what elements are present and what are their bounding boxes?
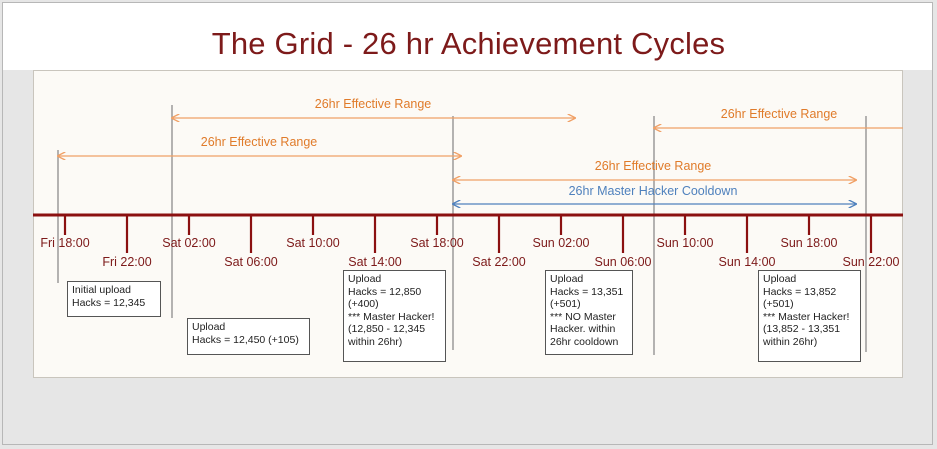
tick-label: Sun 02:00: [532, 236, 590, 250]
tick-label: Sat 18:00: [410, 236, 464, 250]
range-label-2: 26hr Effective Range: [200, 135, 318, 149]
range-label-3: 26hr Effective Range: [594, 159, 712, 173]
tick-label: Sun 06:00: [594, 255, 652, 269]
range-label-4: 26hr Master Hacker Cooldown: [568, 184, 738, 198]
slide-title: The Grid - 26 hr Achievement Cycles: [211, 26, 726, 61]
title-band: [3, 3, 932, 70]
note-upload-sat-0140: Upload Hacks = 12,450 (+105): [187, 318, 310, 355]
tick-label: Sun 10:00: [656, 236, 714, 250]
note-upload-sun-0800: Upload Hacks = 13,351 (+501) *** NO Mast…: [545, 270, 633, 355]
note-upload-sun-2030: Upload Hacks = 13,852 (+501) *** Master …: [758, 270, 861, 362]
tick-label: Sun 18:00: [780, 236, 838, 250]
tick-label: Sun 14:00: [718, 255, 776, 269]
tick-label: Sun 22:00: [842, 255, 900, 269]
axis-ticks: [63, 215, 873, 253]
tick-label: Sat 06:00: [224, 255, 278, 269]
tick-label: Fri 18:00: [40, 236, 90, 250]
range-label-5: 26hr Effective Range: [720, 107, 838, 121]
tick-label: Sat 02:00: [162, 236, 216, 250]
tick-label: Sat 10:00: [286, 236, 340, 250]
tick-label: Sat 22:00: [472, 255, 526, 269]
tick-label: Fri 22:00: [102, 255, 152, 269]
range-label-1: 26hr Effective Range: [314, 97, 432, 111]
note-upload-sat-1820: Upload Hacks = 12,850 (+400) *** Master …: [343, 270, 446, 362]
note-initial-upload: Initial upload Hacks = 12,345: [67, 281, 161, 317]
tick-label: Sat 14:00: [348, 255, 402, 269]
